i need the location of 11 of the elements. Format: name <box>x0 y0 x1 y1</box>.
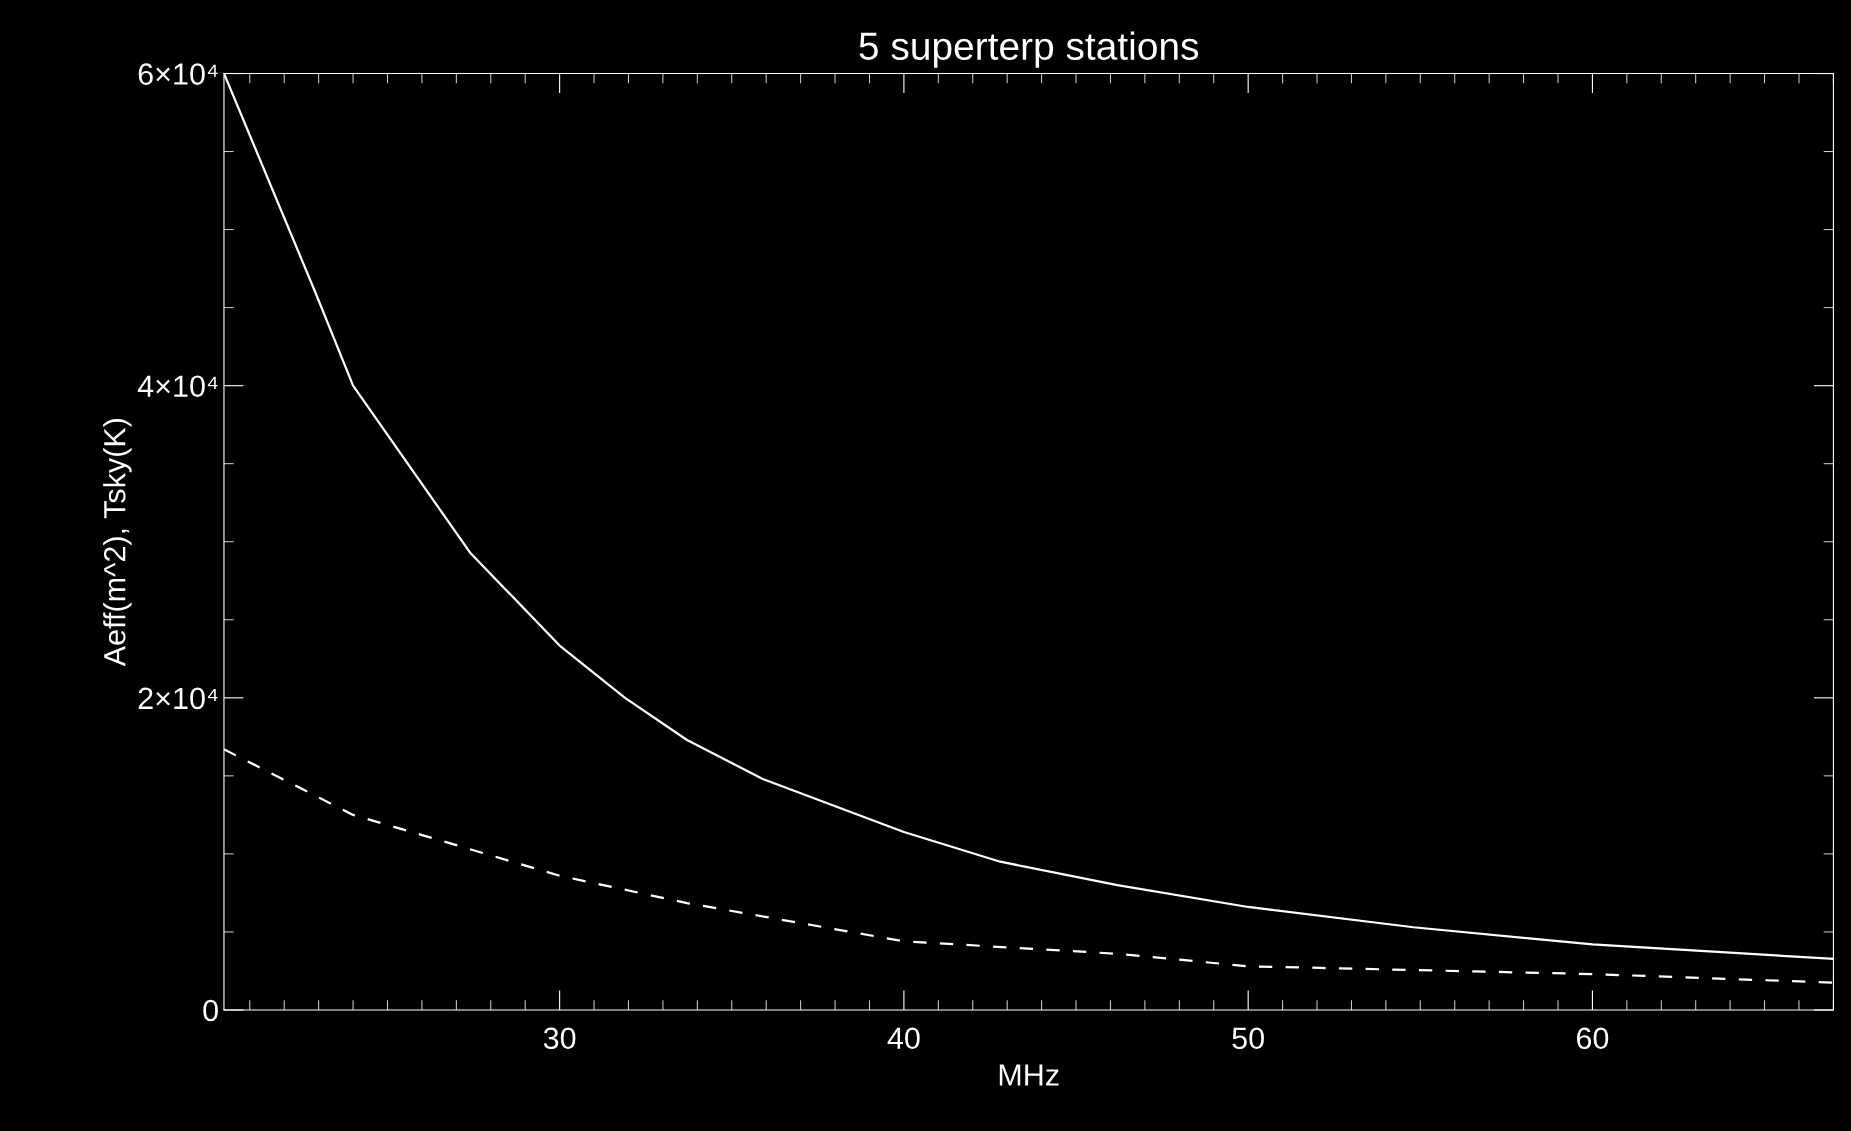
y-axis-title: Aeff(m^2), Tsky(K) <box>103 419 132 667</box>
y-tick-label: 2×10⁴ <box>138 687 218 710</box>
x-tick-label: 50 <box>1232 1027 1264 1050</box>
y-tick-label: 6×10⁴ <box>138 63 218 85</box>
x-tick-label: 40 <box>887 1027 920 1050</box>
y-tick-label: 0 <box>203 999 218 1022</box>
x-axis-title: MHz <box>999 1064 1059 1086</box>
chart-title: 5 superterp stations <box>859 31 1199 68</box>
y-tick-label: 4×10⁴ <box>137 375 218 398</box>
x-tick-label: 30 <box>543 1027 576 1050</box>
x-tick-label: 60 <box>1576 1027 1609 1050</box>
